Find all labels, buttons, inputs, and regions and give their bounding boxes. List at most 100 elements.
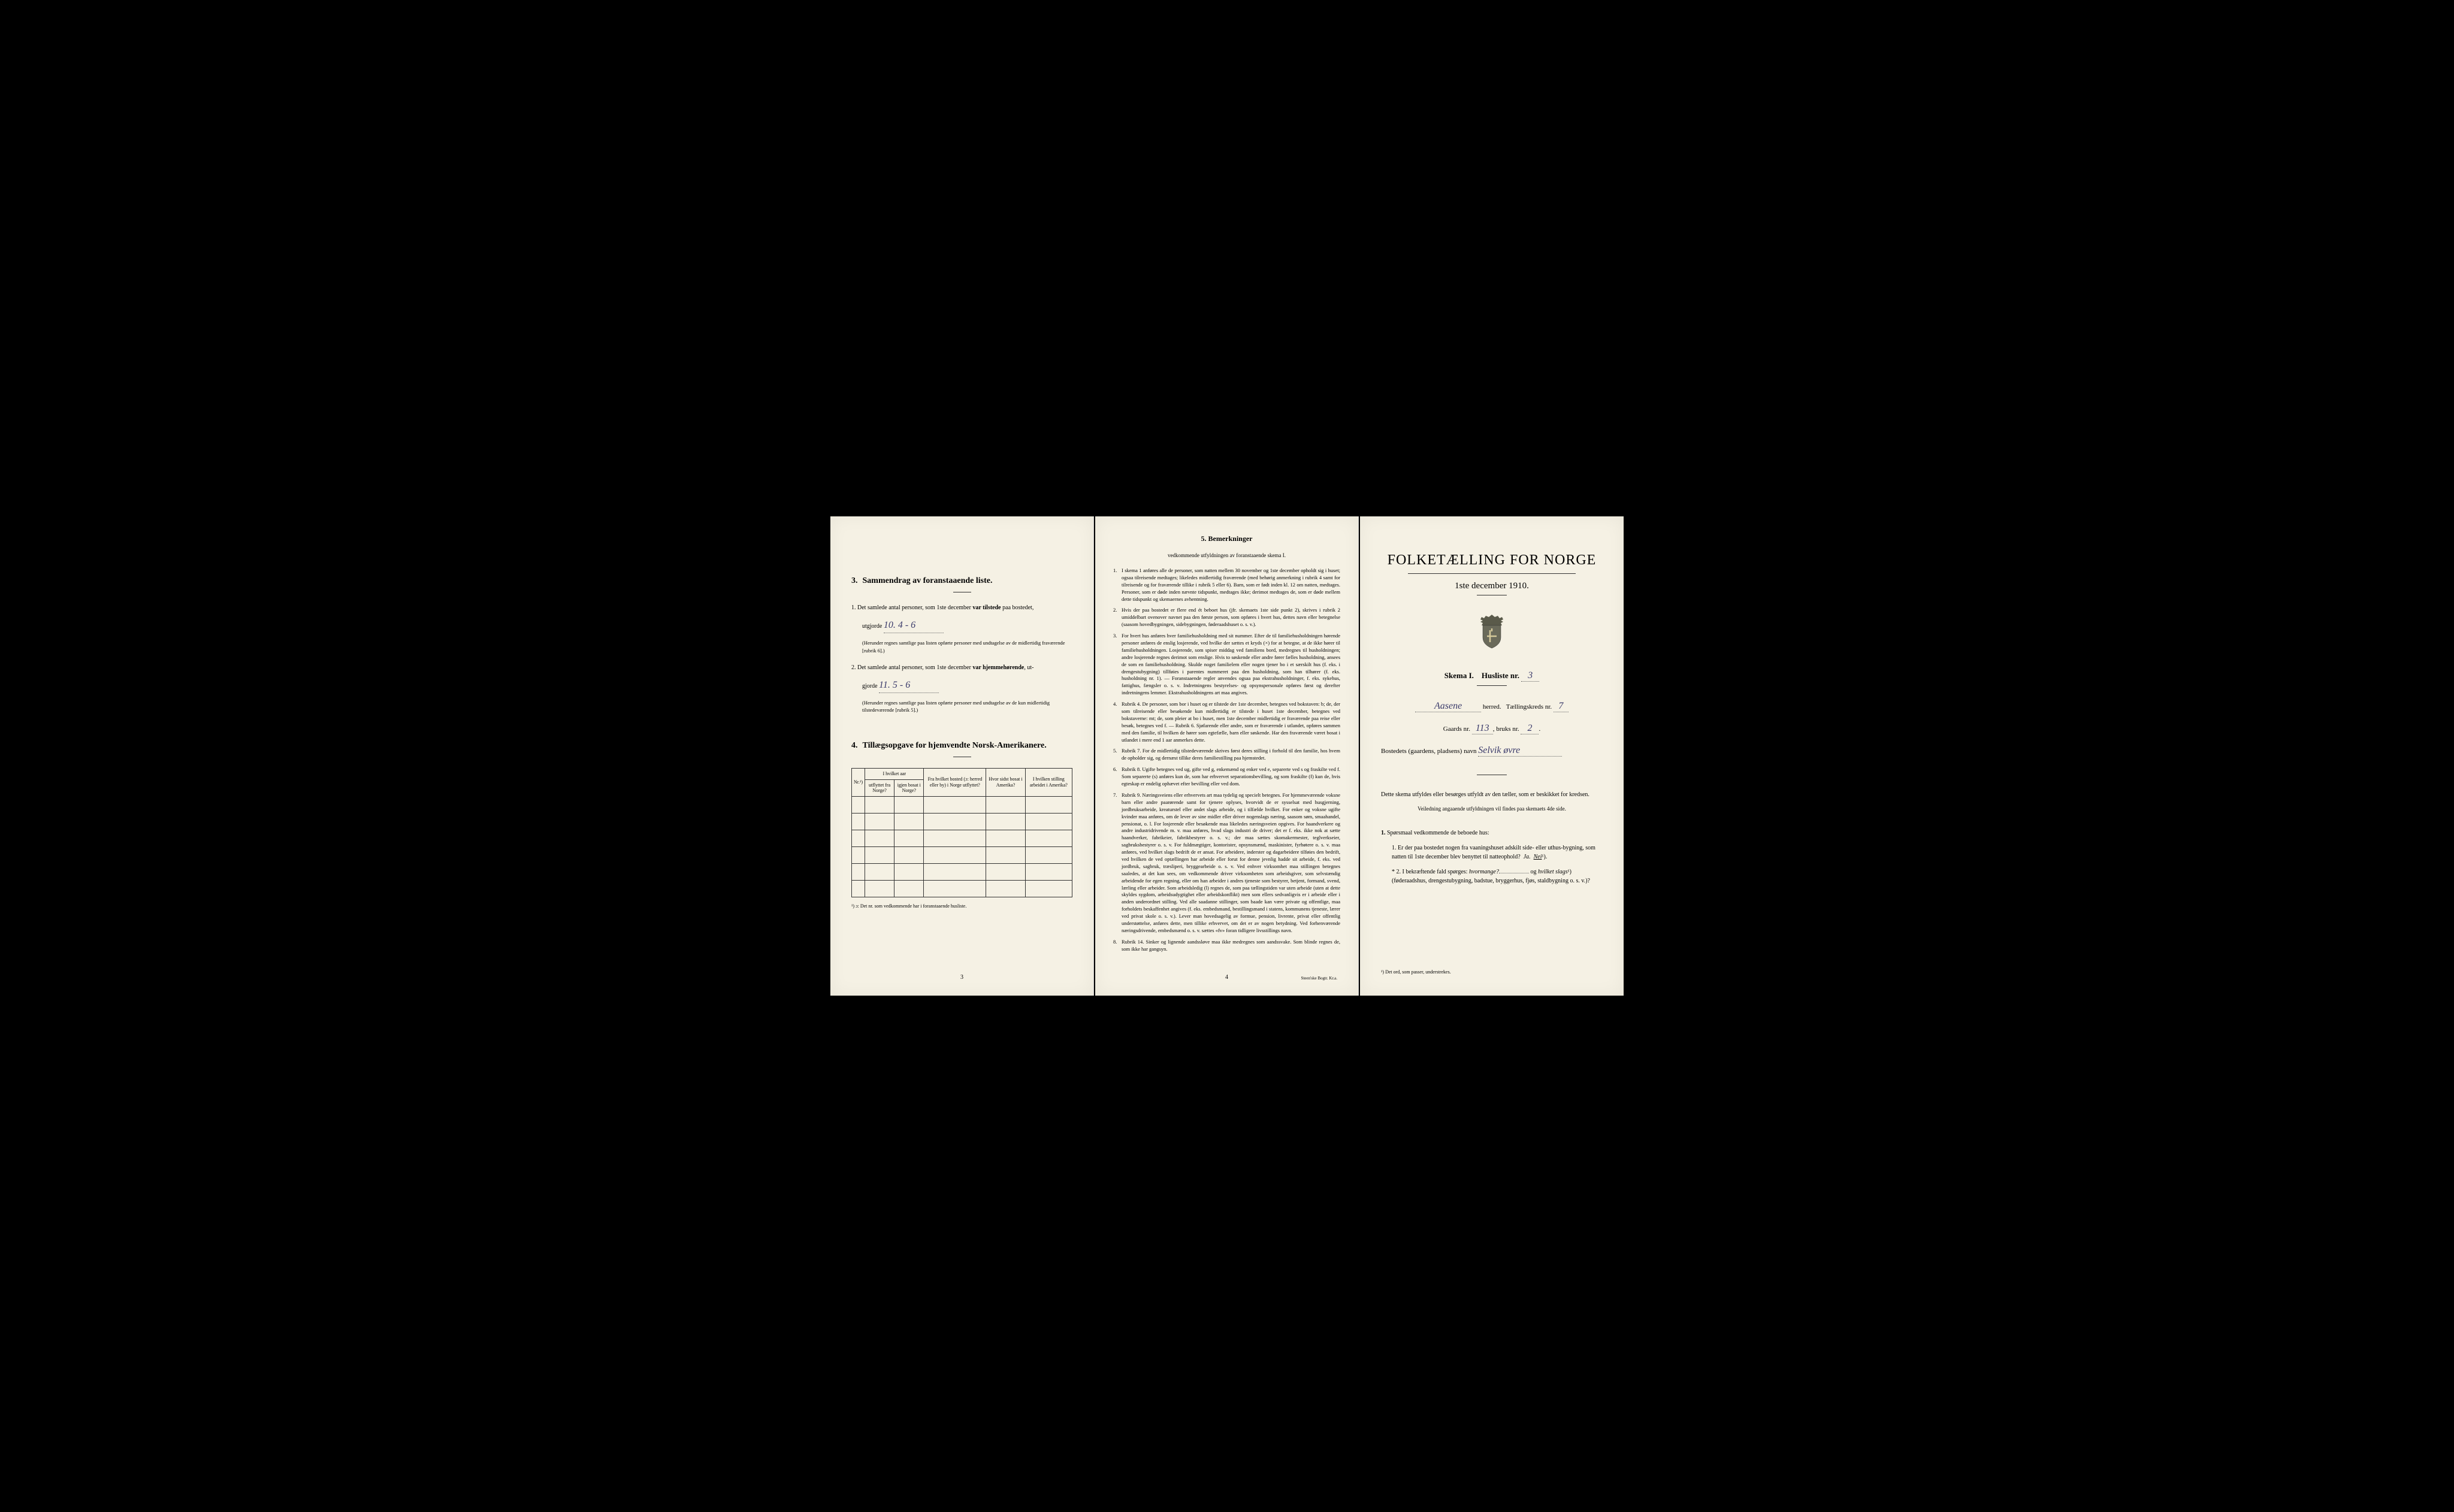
q-header-text: Spørsmaal vedkommende de beboede hus:: [1387, 830, 1489, 836]
item-1-text-b: paa bostedet,: [1001, 604, 1034, 611]
item-2-value-line: gjorde 11. 5 - 6: [862, 678, 1072, 693]
census-date: 1ste december 1910.: [1381, 581, 1603, 591]
item-1-num: 1.: [851, 604, 856, 611]
skema-rule: [1477, 685, 1507, 686]
section-5-title: Bemerkninger: [1208, 534, 1253, 543]
item-2-text-a: Det samlede antal personer, som 1ste dec…: [857, 664, 972, 671]
page-number-4: 4: [1225, 974, 1228, 981]
q1-nei: Nei: [1534, 854, 1542, 860]
remark-3: For hvert hus anføres hver familiehushol…: [1113, 633, 1340, 697]
section-4-title: Tillægsopgave for hjemvendte Norsk-Ameri…: [863, 741, 1047, 751]
title-rule: [1408, 573, 1576, 574]
q1-ja: Ja.: [1524, 854, 1531, 860]
amerikanere-table: Nr.¹) I hvilket aar Fra hvilket bosted (…: [851, 768, 1072, 897]
bosted-value: Selvik øvre: [1478, 745, 1562, 757]
document-wrapper: 3. Sammendrag av foranstaaende liste. 1.…: [830, 516, 1624, 996]
gaards-value: 113: [1472, 723, 1493, 734]
table-body: [852, 796, 1072, 897]
q2-b: og: [1529, 869, 1538, 875]
item-1: 1. Det samlede antal personer, som 1ste …: [851, 603, 1072, 612]
q2-sup: ¹): [1568, 869, 1571, 875]
item-1-note: (Herunder regnes samtlige paa listen opf…: [862, 639, 1072, 655]
bruks-label: bruks nr.: [1496, 725, 1519, 733]
kreds-value: 7: [1554, 701, 1568, 712]
printer-imprint: Steen'ske Bogtr. Kr.a.: [1301, 976, 1337, 981]
th-amerika: Hvor sidst bosat i Amerika?: [986, 769, 1025, 797]
th-utflyttet: utflyttet fra Norge?: [865, 779, 894, 796]
table-row: [852, 880, 1072, 897]
remark-1: I skema 1 anføres alle de personer, som …: [1113, 567, 1340, 603]
kreds-label: Tællingskreds nr.: [1506, 703, 1552, 710]
instruction-1: Dette skema utfyldes eller besørges utfy…: [1381, 790, 1603, 799]
husliste-value: 3: [1521, 670, 1539, 682]
q2-a: I bekræftende fald spørges:: [1403, 869, 1469, 875]
item-2-note: (Herunder regnes samtlige paa listen opf…: [862, 699, 1072, 715]
herred-line: Aasene herred. Tællingskreds nr. 7: [1381, 701, 1603, 712]
q2-num: * 2.: [1392, 869, 1401, 875]
item-1-text-a: Det samlede antal personer, som 1ste dec…: [857, 604, 972, 611]
right-footnote: ¹) Det ord, som passer, understrekes.: [1381, 969, 1451, 975]
herred-value: Aasene: [1415, 701, 1481, 712]
table-row: [852, 863, 1072, 880]
q-header-num: 1.: [1381, 830, 1386, 836]
th-stilling: I hvilken stilling arbeidet i Amerika?: [1025, 769, 1072, 797]
gaards-line: Gaards nr. 113, bruks nr. 2.: [1381, 723, 1603, 734]
page-number-3: 3: [960, 974, 963, 981]
gjorde-label: gjorde: [862, 683, 878, 690]
husliste-label: Husliste nr.: [1482, 671, 1519, 680]
section-5-subtitle: vedkommende utfyldningen av foranstaaend…: [1113, 552, 1340, 558]
table-row: [852, 813, 1072, 830]
remark-4: Rubrik 4. De personer, som bor i huset o…: [1113, 701, 1340, 743]
bruks-value: 2: [1521, 723, 1539, 734]
skema-line: Skema I. Husliste nr. 3: [1381, 670, 1603, 682]
question-block: 1. Spørsmaal vedkommende de beboede hus:…: [1381, 828, 1603, 885]
q2-c: (føderaadshus, drengestubygning, badstue…: [1392, 878, 1590, 884]
herred-label: herred.: [1483, 703, 1501, 710]
bosted-line: Bostedets (gaardens, pladsens) navn Selv…: [1381, 745, 1603, 757]
th-aar: I hvilket aar: [865, 769, 924, 780]
q2-i2: hvilket slags: [1538, 869, 1568, 875]
coat-of-arms-icon: [1381, 613, 1603, 652]
remarks-list: I skema 1 anføres alle de personer, som …: [1113, 567, 1340, 953]
utgjorde-label: utgjorde: [862, 623, 882, 630]
page-3: 3. Sammendrag av foranstaaende liste. 1.…: [830, 516, 1094, 996]
q1-text: Er der paa bostedet nogen fra vaaningshu…: [1392, 845, 1595, 860]
item-2-text-b: , ut-: [1024, 664, 1033, 671]
q1-sup: ¹).: [1542, 854, 1548, 860]
page-cover: FOLKETÆLLING FOR NORGE 1ste december 191…: [1360, 516, 1624, 996]
item-2: 2. Det samlede antal personer, som 1ste …: [851, 663, 1072, 672]
item-2-bold: var hjemmehørende: [972, 664, 1024, 671]
main-title: FOLKETÆLLING FOR NORGE: [1381, 552, 1603, 568]
question-header: 1. Spørsmaal vedkommende de beboede hus:: [1381, 828, 1603, 837]
table-row: [852, 796, 1072, 813]
section-5-num: 5.: [1201, 534, 1207, 543]
q1-num: 1.: [1392, 845, 1397, 851]
section-3-num: 3.: [851, 576, 858, 586]
remark-2: Hvis der paa bostedet er flere end ét be…: [1113, 607, 1340, 628]
section-4-num: 4.: [851, 741, 858, 751]
question-2: * 2. I bekræftende fald spørges: hvorman…: [1392, 867, 1603, 885]
item-2-handwritten: 11. 5 - 6: [879, 678, 939, 693]
section-3-heading: 3. Sammendrag av foranstaaende liste.: [851, 576, 1072, 586]
item-1-bold: var tilstede: [972, 604, 1001, 611]
instruction-2: Veiledning angaaende utfyldningen vil fi…: [1381, 805, 1603, 814]
skema-label: Skema I.: [1444, 671, 1474, 680]
item-2-num: 2.: [851, 664, 856, 671]
th-bosat: igjen bosat i Norge?: [894, 779, 924, 796]
section-4-heading: 4. Tillægsopgave for hjemvendte Norsk-Am…: [851, 741, 1072, 751]
item-1-value-line: utgjorde 10. 4 - 6: [862, 618, 1072, 633]
table-row: [852, 830, 1072, 846]
remark-5: Rubrik 7. For de midlertidig tilstedevær…: [1113, 748, 1340, 762]
table-footnote: ¹) ɔ: Det nr. som vedkommende har i fora…: [851, 903, 1072, 909]
th-bosted: Fra hvilket bosted (ɔ: herred eller by) …: [924, 769, 986, 797]
item-1-handwritten: 10. 4 - 6: [884, 618, 944, 633]
th-nr: Nr.¹): [852, 769, 865, 797]
table-row: [852, 846, 1072, 863]
section-3-title: Sammendrag av foranstaaende liste.: [863, 576, 993, 586]
bosted-label: Bostedets (gaardens, pladsens) navn: [1381, 748, 1476, 755]
section-5-heading: 5. Bemerkninger: [1113, 534, 1340, 543]
page-4: 5. Bemerkninger vedkommende utfyldningen…: [1095, 516, 1359, 996]
question-1: 1. Er der paa bostedet nogen fra vaaning…: [1392, 843, 1603, 861]
gaards-label: Gaards nr.: [1443, 725, 1470, 733]
remark-7: Rubrik 9. Næringsveiens eller erhvervets…: [1113, 792, 1340, 935]
